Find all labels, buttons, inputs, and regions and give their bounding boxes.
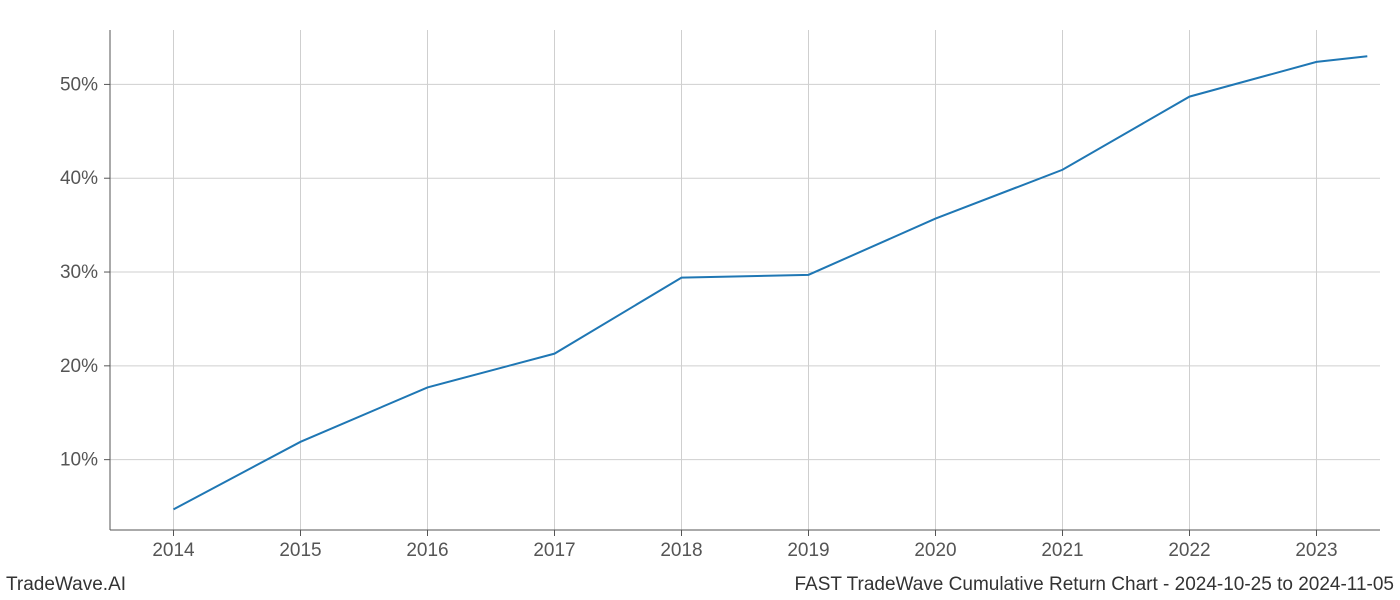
x-tick-label: 2022 — [1168, 540, 1210, 561]
x-tick-label: 2019 — [787, 540, 829, 561]
footer-right-text: FAST TradeWave Cumulative Return Chart -… — [794, 574, 1394, 596]
x-tick-label: 2017 — [533, 540, 575, 561]
x-tick-label: 2021 — [1041, 540, 1083, 561]
y-tick-label: 40% — [60, 168, 98, 189]
chart-footer: TradeWave.AI FAST TradeWave Cumulative R… — [0, 572, 1400, 600]
x-tick-label: 2020 — [914, 540, 956, 561]
x-tick-label: 2016 — [406, 540, 448, 561]
x-tick-label: 2015 — [279, 540, 321, 561]
footer-left-text: TradeWave.AI — [6, 574, 126, 596]
line-chart: 2014 2015 2016 2017 2018 2019 2020 2021 2022 2023… — [0, 0, 1400, 600]
y-tick-label: 30% — [60, 262, 98, 283]
y-tick-label: 10% — [60, 450, 98, 471]
chart-container: 2014 2015 2016 2017 2018 2019 2020 2021 2022 2023… — [0, 0, 1400, 600]
y-tick-label: 20% — [60, 356, 98, 377]
x-tick-label: 2023 — [1295, 540, 1337, 561]
x-tick-label: 2018 — [660, 540, 702, 561]
x-tick-label: 2014 — [152, 540, 195, 561]
y-tick-label: 50% — [60, 74, 98, 95]
cumulative-return-line — [174, 56, 1368, 509]
